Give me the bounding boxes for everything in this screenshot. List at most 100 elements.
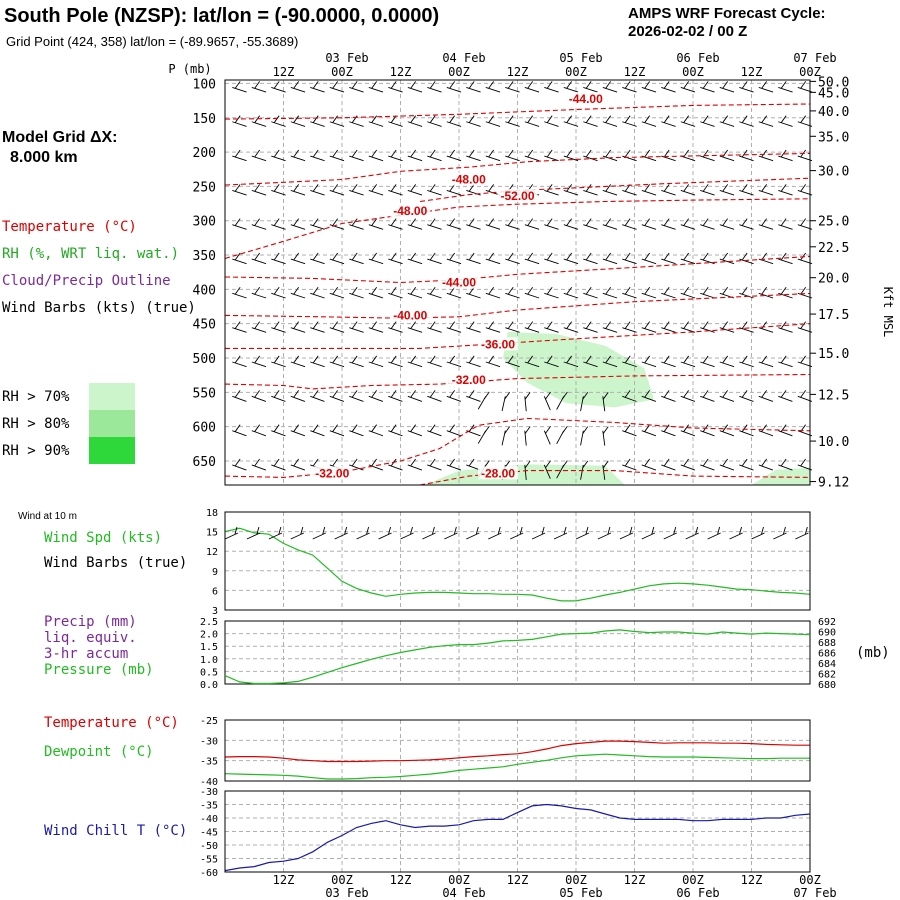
wind-barb-flag	[800, 355, 807, 364]
wind-barb-flag	[761, 115, 768, 123]
temperature-contour-label: -48.00	[452, 173, 486, 187]
wind-barb	[622, 189, 637, 196]
dewpoint-legend-label: Dewpoint (°C)	[44, 744, 154, 760]
wind-barb-flag	[605, 287, 612, 295]
surface-wind-barb	[378, 532, 392, 540]
wind-barb-flag	[273, 81, 280, 89]
wind-barb-flag	[273, 424, 280, 432]
time-tick-label-bottom: 12Z	[624, 873, 646, 887]
wind-barb-flag	[722, 355, 729, 364]
wind-barb	[485, 121, 501, 127]
wind-barb	[758, 361, 774, 368]
wind-barb	[251, 430, 267, 437]
wind-barb-flag	[332, 287, 339, 295]
contour-label-bg	[312, 466, 353, 480]
wind-barb	[271, 430, 286, 437]
wind-barb	[758, 327, 774, 333]
wind-barb-flag	[722, 252, 729, 261]
pressure-tick-label: 300	[193, 215, 216, 230]
rh-legend-swatch	[89, 437, 135, 464]
temperature-contour-label: -32.00	[315, 466, 349, 480]
wind-barb	[427, 430, 442, 437]
wind-barb	[641, 224, 657, 230]
wind-barb	[778, 189, 793, 196]
wind-barb-flag	[488, 149, 495, 158]
wind-barb-flag	[234, 252, 241, 261]
wind-barb-flag	[234, 458, 241, 467]
wind-barb	[485, 327, 501, 333]
wind-barb-flag	[429, 218, 436, 226]
wind-barb-flag	[761, 287, 768, 295]
wind-barb-flag	[602, 426, 609, 434]
time-tick-label-bottom: 12Z	[390, 873, 412, 887]
wind-barb-flag	[722, 287, 729, 295]
surface-wind-barb-flag	[256, 526, 260, 535]
wind-barb	[329, 361, 345, 368]
wind-barb	[271, 87, 286, 93]
wind-barb	[680, 121, 696, 127]
wind-barb	[505, 224, 520, 230]
wind-barb-flag	[761, 81, 768, 89]
wind-barb-flag	[390, 390, 397, 398]
wind-barb-flag	[663, 287, 670, 295]
wind-barb-flag	[410, 149, 417, 158]
wind-barb-flag	[429, 424, 436, 432]
wind-barb-flag	[504, 426, 511, 434]
rh-region-70	[424, 464, 625, 485]
wind-barb-flag	[702, 252, 709, 261]
time-tick-label-bottom: 00Z	[331, 873, 353, 887]
wind-barb	[310, 189, 325, 196]
wind-barb-flag	[780, 321, 787, 329]
wind-barb	[232, 327, 247, 333]
time-tick-label-bottom: 12Z	[507, 873, 529, 887]
time-tick-label-bottom: 00Z	[799, 873, 821, 887]
wind-barb-flag	[254, 184, 261, 192]
wind-barb	[641, 327, 657, 333]
wind-barb-flag	[449, 424, 455, 432]
wind-barb-flag	[468, 321, 475, 329]
wind-barb	[758, 395, 774, 402]
time-tick-label-top: 12Z	[741, 65, 763, 79]
wind-barb	[680, 224, 696, 230]
wind-10m-title: Wind at 10 m	[18, 511, 77, 522]
wind-barb-flag	[702, 355, 709, 364]
wind-barb-flag	[293, 390, 299, 398]
wind-barb	[407, 430, 423, 437]
contour-label-bg	[439, 275, 479, 289]
pressure-tick-label: 350	[193, 249, 216, 264]
wind-barb-flag	[663, 184, 670, 192]
legend-entry: Wind Barbs (kts) (true)	[2, 300, 196, 316]
panel-frame	[224, 79, 811, 486]
wind-barb	[232, 361, 247, 368]
wind-barb	[719, 155, 735, 162]
wind-barb-flag	[254, 321, 261, 329]
surface-wind-barb-flag	[629, 526, 633, 535]
wind-barb-flag	[663, 321, 670, 329]
wind-barb	[661, 189, 676, 196]
height-tick-label: 40.0	[818, 105, 849, 120]
wind-barb-flag	[527, 287, 534, 295]
wind-barb-flag	[234, 355, 241, 364]
surface-wind-barb-flag	[322, 526, 326, 535]
wind-barb-flag	[644, 355, 651, 364]
rh-region-70	[502, 331, 654, 408]
wind-barb	[446, 361, 462, 368]
surface-wind-barb-flag	[739, 526, 742, 535]
wind-barb	[739, 292, 754, 299]
wind-barb-flag	[371, 252, 378, 261]
surface-wind-barb	[575, 532, 590, 540]
wind-barb	[329, 87, 345, 93]
wind-barb	[661, 464, 676, 471]
wind-barb-flag	[780, 252, 787, 261]
pressure-tick-label: 500	[193, 352, 216, 367]
wind-barb	[583, 189, 598, 196]
date-label-bottom: 05 Feb	[559, 886, 602, 900]
wind-barb-flag	[780, 184, 787, 192]
wind-barb-flag	[449, 149, 456, 158]
wind-barb	[622, 292, 637, 299]
wind-barbs	[232, 81, 813, 480]
time-tick-label-bottom: 00Z	[448, 873, 470, 887]
time-tick-label-bottom: 12Z	[273, 873, 295, 887]
wind-barb-flag	[273, 115, 280, 123]
wind-barb	[719, 361, 735, 368]
